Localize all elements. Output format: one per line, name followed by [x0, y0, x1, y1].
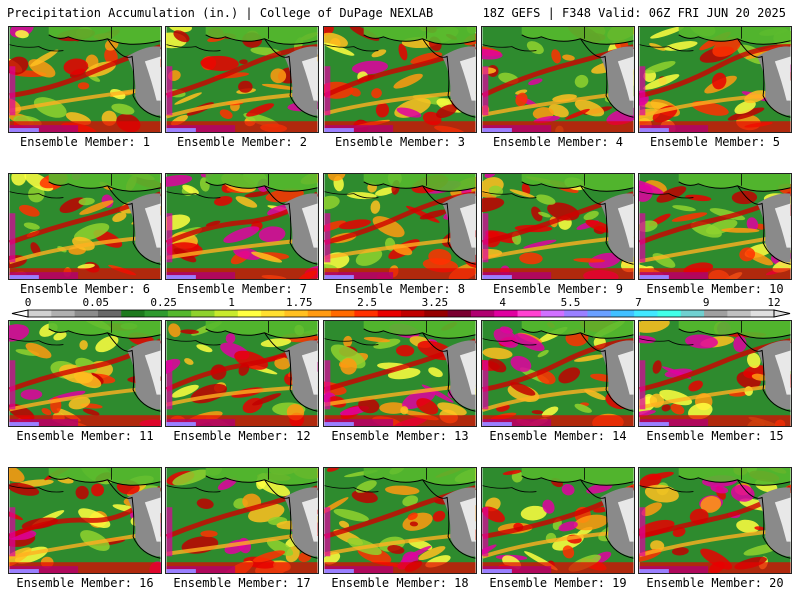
- colorbar-swatch: [144, 310, 169, 317]
- colorbar-tick-label: 0.05: [83, 296, 110, 309]
- ensemble-member-map: [323, 173, 477, 280]
- ensemble-member-map: [323, 467, 477, 574]
- colorbar-swatch: [97, 310, 122, 317]
- ensemble-member-label: Ensemble Member: 8: [334, 282, 466, 296]
- colorbar-swatch: [261, 310, 285, 317]
- ensemble-member-map: [8, 26, 162, 133]
- colorbar-swatch: [307, 310, 332, 317]
- colorbar-swatch: [447, 310, 472, 317]
- ensemble-member-label: Ensemble Member: 6: [19, 282, 151, 296]
- ensemble-member-map: [165, 467, 319, 574]
- ensemble-member-label: Ensemble Member: 11: [16, 429, 154, 443]
- ensemble-member-map: [481, 320, 635, 427]
- ensemble-member-map: [481, 173, 635, 280]
- ensemble-member-map: [8, 320, 162, 427]
- colorbar-tick-label: 7: [635, 296, 642, 309]
- ensemble-member-map: [638, 320, 792, 427]
- map-title: Precipitation Accumulation (in.) | Colle…: [7, 6, 434, 20]
- ensemble-member-label: Ensemble Member: 20: [646, 576, 784, 590]
- ensemble-member-label: Ensemble Member: 14: [489, 429, 627, 443]
- colorbar-swatch: [424, 310, 449, 317]
- ensemble-member-map: [638, 467, 792, 574]
- colorbar-tick-label: 9: [703, 296, 710, 309]
- colorbar-tick-label: 3.25: [422, 296, 449, 309]
- colorbar-right-arrow: [773, 309, 791, 318]
- colorbar-swatch: [214, 310, 239, 317]
- colorbar-swatch: [167, 310, 192, 317]
- colorbar-tick-label: 0.25: [150, 296, 177, 309]
- ensemble-member-map: [165, 173, 319, 280]
- ensemble-member-map: [638, 173, 792, 280]
- colorbar-swatch: [587, 310, 612, 317]
- ensemble-member-label: Ensemble Member: 12: [173, 429, 311, 443]
- ensemble-member-map: [323, 26, 477, 133]
- colorbar-left-arrow: [11, 309, 29, 318]
- ensemble-member-map: [481, 467, 635, 574]
- ensemble-member-label: Ensemble Member: 4: [492, 135, 624, 149]
- colorbar-swatch: [704, 310, 728, 317]
- precipitation-colorbar: 0 0.05 0.25 1 1.75 2.5 3.25 4 5.5 7 9 12: [10, 296, 792, 318]
- ensemble-member-label: Ensemble Member: 18: [331, 576, 469, 590]
- ensemble-member-label: Ensemble Member: 9: [492, 282, 624, 296]
- colorbar-swatch: [634, 310, 658, 317]
- ensemble-member-label: Ensemble Member: 3: [334, 135, 466, 149]
- colorbar-swatch: [237, 310, 262, 317]
- colorbar-swatch: [610, 310, 635, 317]
- colorbar-tick-label: 1: [228, 296, 235, 309]
- ensemble-member-label: Ensemble Member: 17: [173, 576, 311, 590]
- colorbar-swatch: [191, 310, 215, 317]
- colorbar-swatch: [680, 310, 705, 317]
- colorbar-tick-label: 5.5: [561, 296, 581, 309]
- colorbar-tick-label: 4: [499, 296, 506, 309]
- colorbar-swatch: [51, 310, 76, 317]
- colorbar-swatch: [377, 310, 402, 317]
- colorbar-swatch: [28, 310, 52, 317]
- ensemble-member-map: [638, 26, 792, 133]
- ensemble-member-label: Ensemble Member: 1: [19, 135, 151, 149]
- colorbar-swatch: [517, 310, 542, 317]
- colorbar-swatch: [121, 310, 146, 317]
- ensemble-member-label: Ensemble Member: 13: [331, 429, 469, 443]
- ensemble-member-label: Ensemble Member: 5: [649, 135, 781, 149]
- ensemble-member-label: Ensemble Member: 15: [646, 429, 784, 443]
- colorbar-swatch: [750, 310, 775, 317]
- colorbar-tick-label: 1.75: [286, 296, 313, 309]
- colorbar-tick-label: 12: [767, 296, 780, 309]
- ensemble-member-map: [323, 320, 477, 427]
- ensemble-member-map: [165, 26, 319, 133]
- colorbar-swatch: [494, 310, 519, 317]
- colorbar-swatch: [727, 310, 752, 317]
- colorbar-swatch: [657, 310, 682, 317]
- ensemble-member-label: Ensemble Member: 19: [489, 576, 627, 590]
- colorbar-swatch: [540, 310, 565, 317]
- colorbar-swatch: [564, 310, 588, 317]
- valid-time-label: 18Z GEFS | F348 Valid: 06Z FRI JUN 20 20…: [482, 6, 786, 20]
- colorbar-swatch: [74, 310, 99, 317]
- ensemble-member-map: [481, 26, 635, 133]
- ensemble-member-label: Ensemble Member: 16: [16, 576, 154, 590]
- ensemble-member-map: [8, 467, 162, 574]
- colorbar-swatch: [354, 310, 379, 317]
- colorbar-swatch: [331, 310, 355, 317]
- colorbar-swatch: [401, 310, 425, 317]
- colorbar-tick-label: 0: [25, 296, 32, 309]
- ensemble-member-label: Ensemble Member: 7: [176, 282, 308, 296]
- ensemble-member-map: [8, 173, 162, 280]
- ensemble-member-label: Ensemble Member: 10: [646, 282, 784, 296]
- colorbar-swatch: [470, 310, 495, 317]
- ensemble-member-map: [165, 320, 319, 427]
- colorbar-tick-label: 2.5: [357, 296, 377, 309]
- ensemble-member-label: Ensemble Member: 2: [176, 135, 308, 149]
- colorbar-swatch: [284, 310, 309, 317]
